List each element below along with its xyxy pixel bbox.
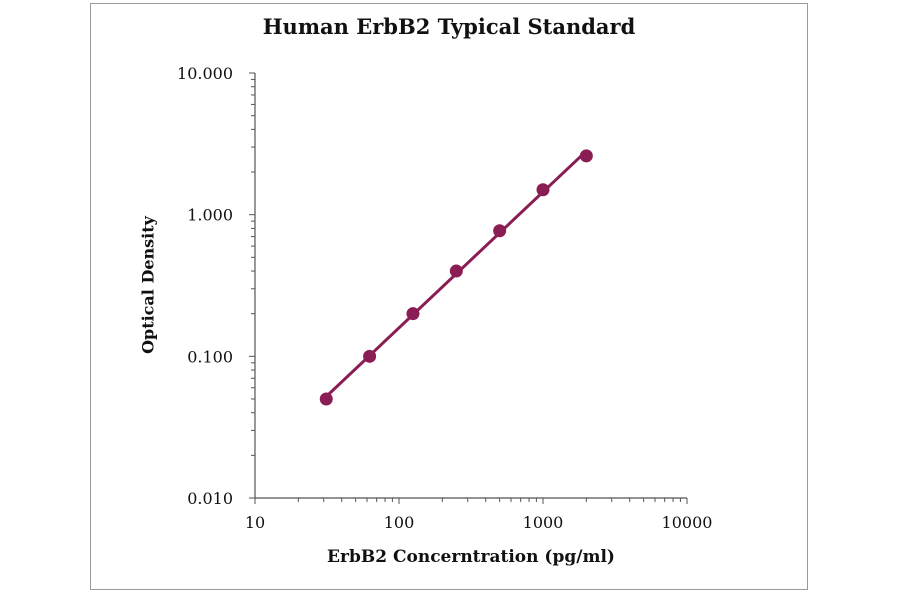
x-tick-label: 10: [245, 513, 265, 532]
y-tick-label: 1.000: [187, 206, 233, 225]
data-point: [449, 264, 463, 278]
data-point: [319, 392, 333, 406]
y-tick-label: 0.010: [187, 489, 233, 508]
data-point: [406, 307, 420, 321]
chart-title: Human ErbB2 Typical Standard: [262, 14, 636, 39]
chart-frame: [90, 3, 808, 590]
data-point: [536, 183, 550, 197]
data-point: [493, 224, 507, 238]
x-tick-label: 10000: [662, 513, 713, 532]
x-tick-label: 100: [384, 513, 415, 532]
data-point: [363, 349, 377, 363]
y-tick-label: 10.000: [177, 64, 233, 83]
y-tick-label: 0.100: [187, 347, 233, 366]
data-point: [579, 149, 593, 163]
x-tick-label: 1000: [523, 513, 564, 532]
x-axis-label: ErbB2 Concerntration (pg/ml): [327, 547, 615, 567]
